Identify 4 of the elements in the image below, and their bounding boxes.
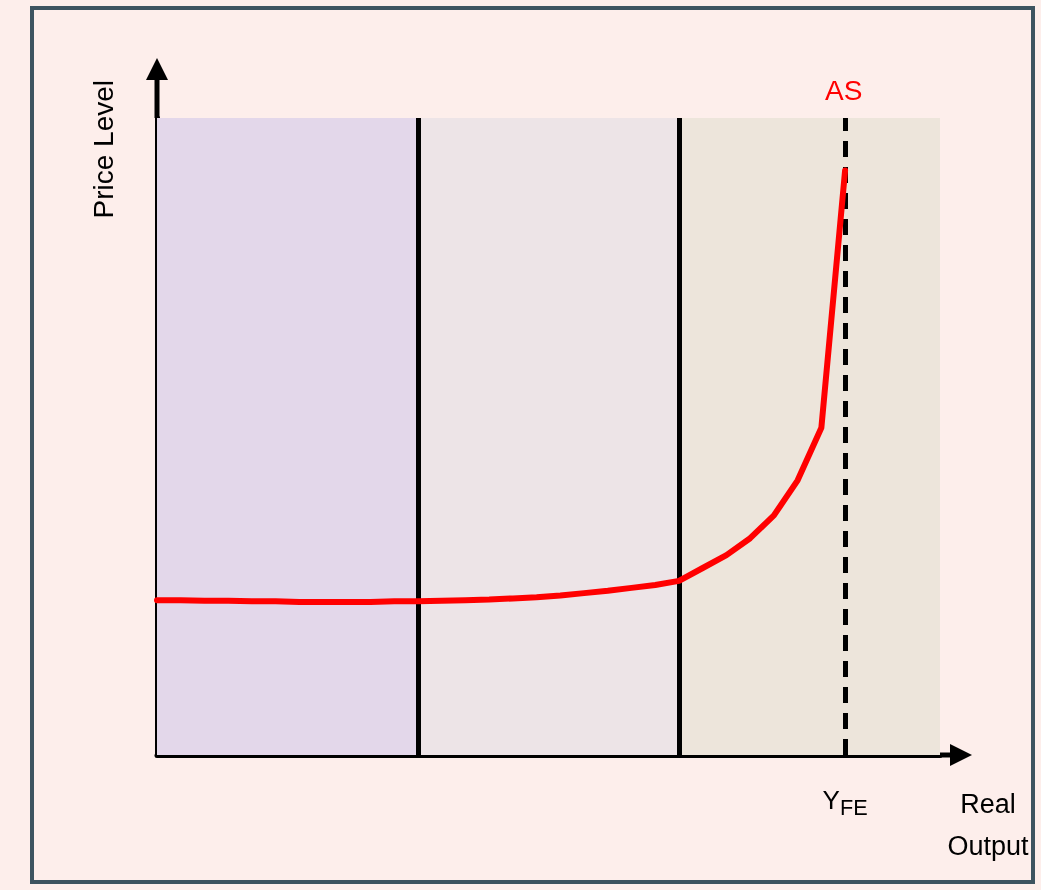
text: AS [825,75,863,107]
text: Y$_{FE}$ [821,784,869,823]
y-axis-title: Price Level [87,80,119,219]
x-axis-title: Real Output [947,789,1030,861]
